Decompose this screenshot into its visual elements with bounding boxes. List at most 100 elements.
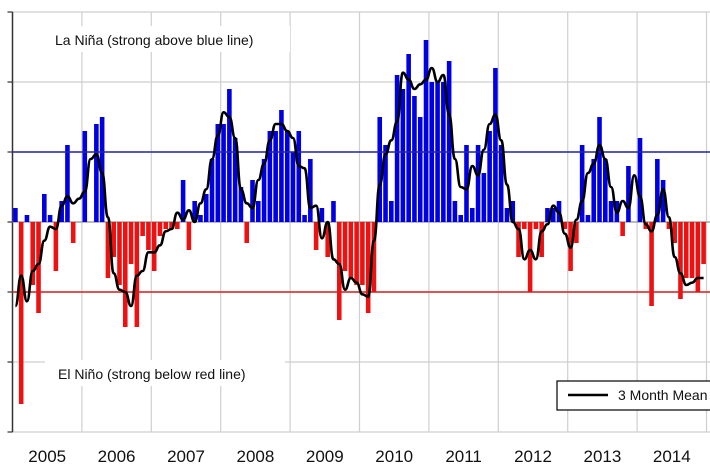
bar — [360, 222, 365, 285]
bar — [493, 68, 498, 222]
bar — [117, 222, 122, 285]
bar — [516, 222, 521, 257]
year-label: 2005 — [28, 447, 66, 466]
bar — [59, 201, 64, 222]
bar — [597, 117, 602, 222]
bar — [464, 145, 469, 222]
la-nina-annotation: La Niña (strong above blue line) — [55, 32, 253, 48]
bar — [99, 117, 105, 222]
el-nino-label-bg — [45, 360, 285, 386]
bar — [325, 222, 330, 257]
bar — [550, 208, 556, 222]
bar — [273, 131, 278, 222]
legend-label: 3 Month Mean — [618, 387, 708, 403]
bar — [608, 201, 614, 222]
bar — [365, 222, 371, 313]
bar — [539, 222, 544, 257]
bar — [302, 215, 307, 222]
bar — [510, 201, 516, 222]
bar — [562, 222, 568, 229]
year-label: 2009 — [306, 447, 344, 466]
year-label: 2013 — [583, 447, 621, 466]
year-label: 2012 — [514, 447, 552, 466]
bar — [371, 222, 377, 292]
bar — [284, 131, 290, 222]
bar — [267, 131, 273, 222]
bar — [446, 61, 452, 222]
bar — [47, 215, 53, 222]
bar — [192, 201, 197, 222]
bar — [244, 222, 250, 243]
year-label: 2007 — [167, 447, 205, 466]
bar — [163, 222, 169, 229]
bar — [18, 222, 24, 404]
bar — [660, 180, 666, 222]
bar — [377, 117, 383, 222]
bar — [24, 215, 30, 222]
bar — [689, 222, 695, 278]
bar — [475, 145, 481, 222]
bar — [620, 222, 625, 236]
la-nina-label-bg — [40, 26, 290, 52]
bar — [238, 187, 244, 222]
bar — [579, 145, 585, 222]
bar — [504, 208, 510, 222]
bar — [458, 215, 463, 222]
bar — [348, 222, 354, 278]
bar — [203, 194, 209, 222]
bar — [36, 222, 41, 313]
bar — [423, 40, 429, 222]
bar — [603, 159, 608, 222]
bar — [649, 222, 654, 306]
bar — [591, 159, 597, 222]
bar — [105, 222, 111, 278]
bar — [42, 194, 47, 222]
bar — [695, 222, 701, 292]
bar — [655, 159, 660, 222]
bar — [678, 222, 683, 299]
bar — [250, 180, 255, 222]
bar — [279, 110, 284, 222]
bar — [221, 124, 226, 222]
bar — [452, 201, 458, 222]
bar — [412, 96, 417, 222]
bar — [672, 222, 677, 243]
three-month-mean-line — [14, 66, 704, 308]
bar — [111, 222, 116, 257]
bar — [94, 124, 99, 222]
bar — [498, 145, 504, 222]
bar — [666, 222, 672, 229]
bar — [313, 222, 319, 250]
el-nino-annotation: El Niño (strong below red line) — [58, 366, 246, 382]
bar — [336, 222, 342, 320]
bar — [527, 222, 533, 292]
bar — [122, 222, 128, 327]
bar — [30, 222, 36, 285]
bar — [394, 75, 400, 222]
bar — [232, 138, 238, 222]
bar — [290, 152, 296, 222]
bar — [342, 222, 348, 271]
bar — [296, 131, 302, 222]
bar — [128, 222, 134, 264]
bar — [545, 208, 550, 222]
bar — [383, 145, 388, 222]
bar — [146, 222, 151, 250]
year-label: 2014 — [653, 447, 691, 466]
bar — [319, 208, 325, 222]
bar — [140, 222, 145, 236]
bar — [487, 131, 492, 222]
bar — [683, 222, 689, 278]
bar — [406, 54, 411, 222]
bar — [53, 222, 59, 271]
year-label: 2008 — [236, 447, 274, 466]
bar — [169, 222, 174, 229]
bar — [389, 201, 394, 222]
bar — [400, 89, 406, 222]
bar — [533, 222, 539, 229]
bar — [626, 166, 631, 222]
bar — [637, 138, 643, 222]
year-label: 2010 — [375, 447, 413, 466]
bar — [701, 222, 706, 264]
